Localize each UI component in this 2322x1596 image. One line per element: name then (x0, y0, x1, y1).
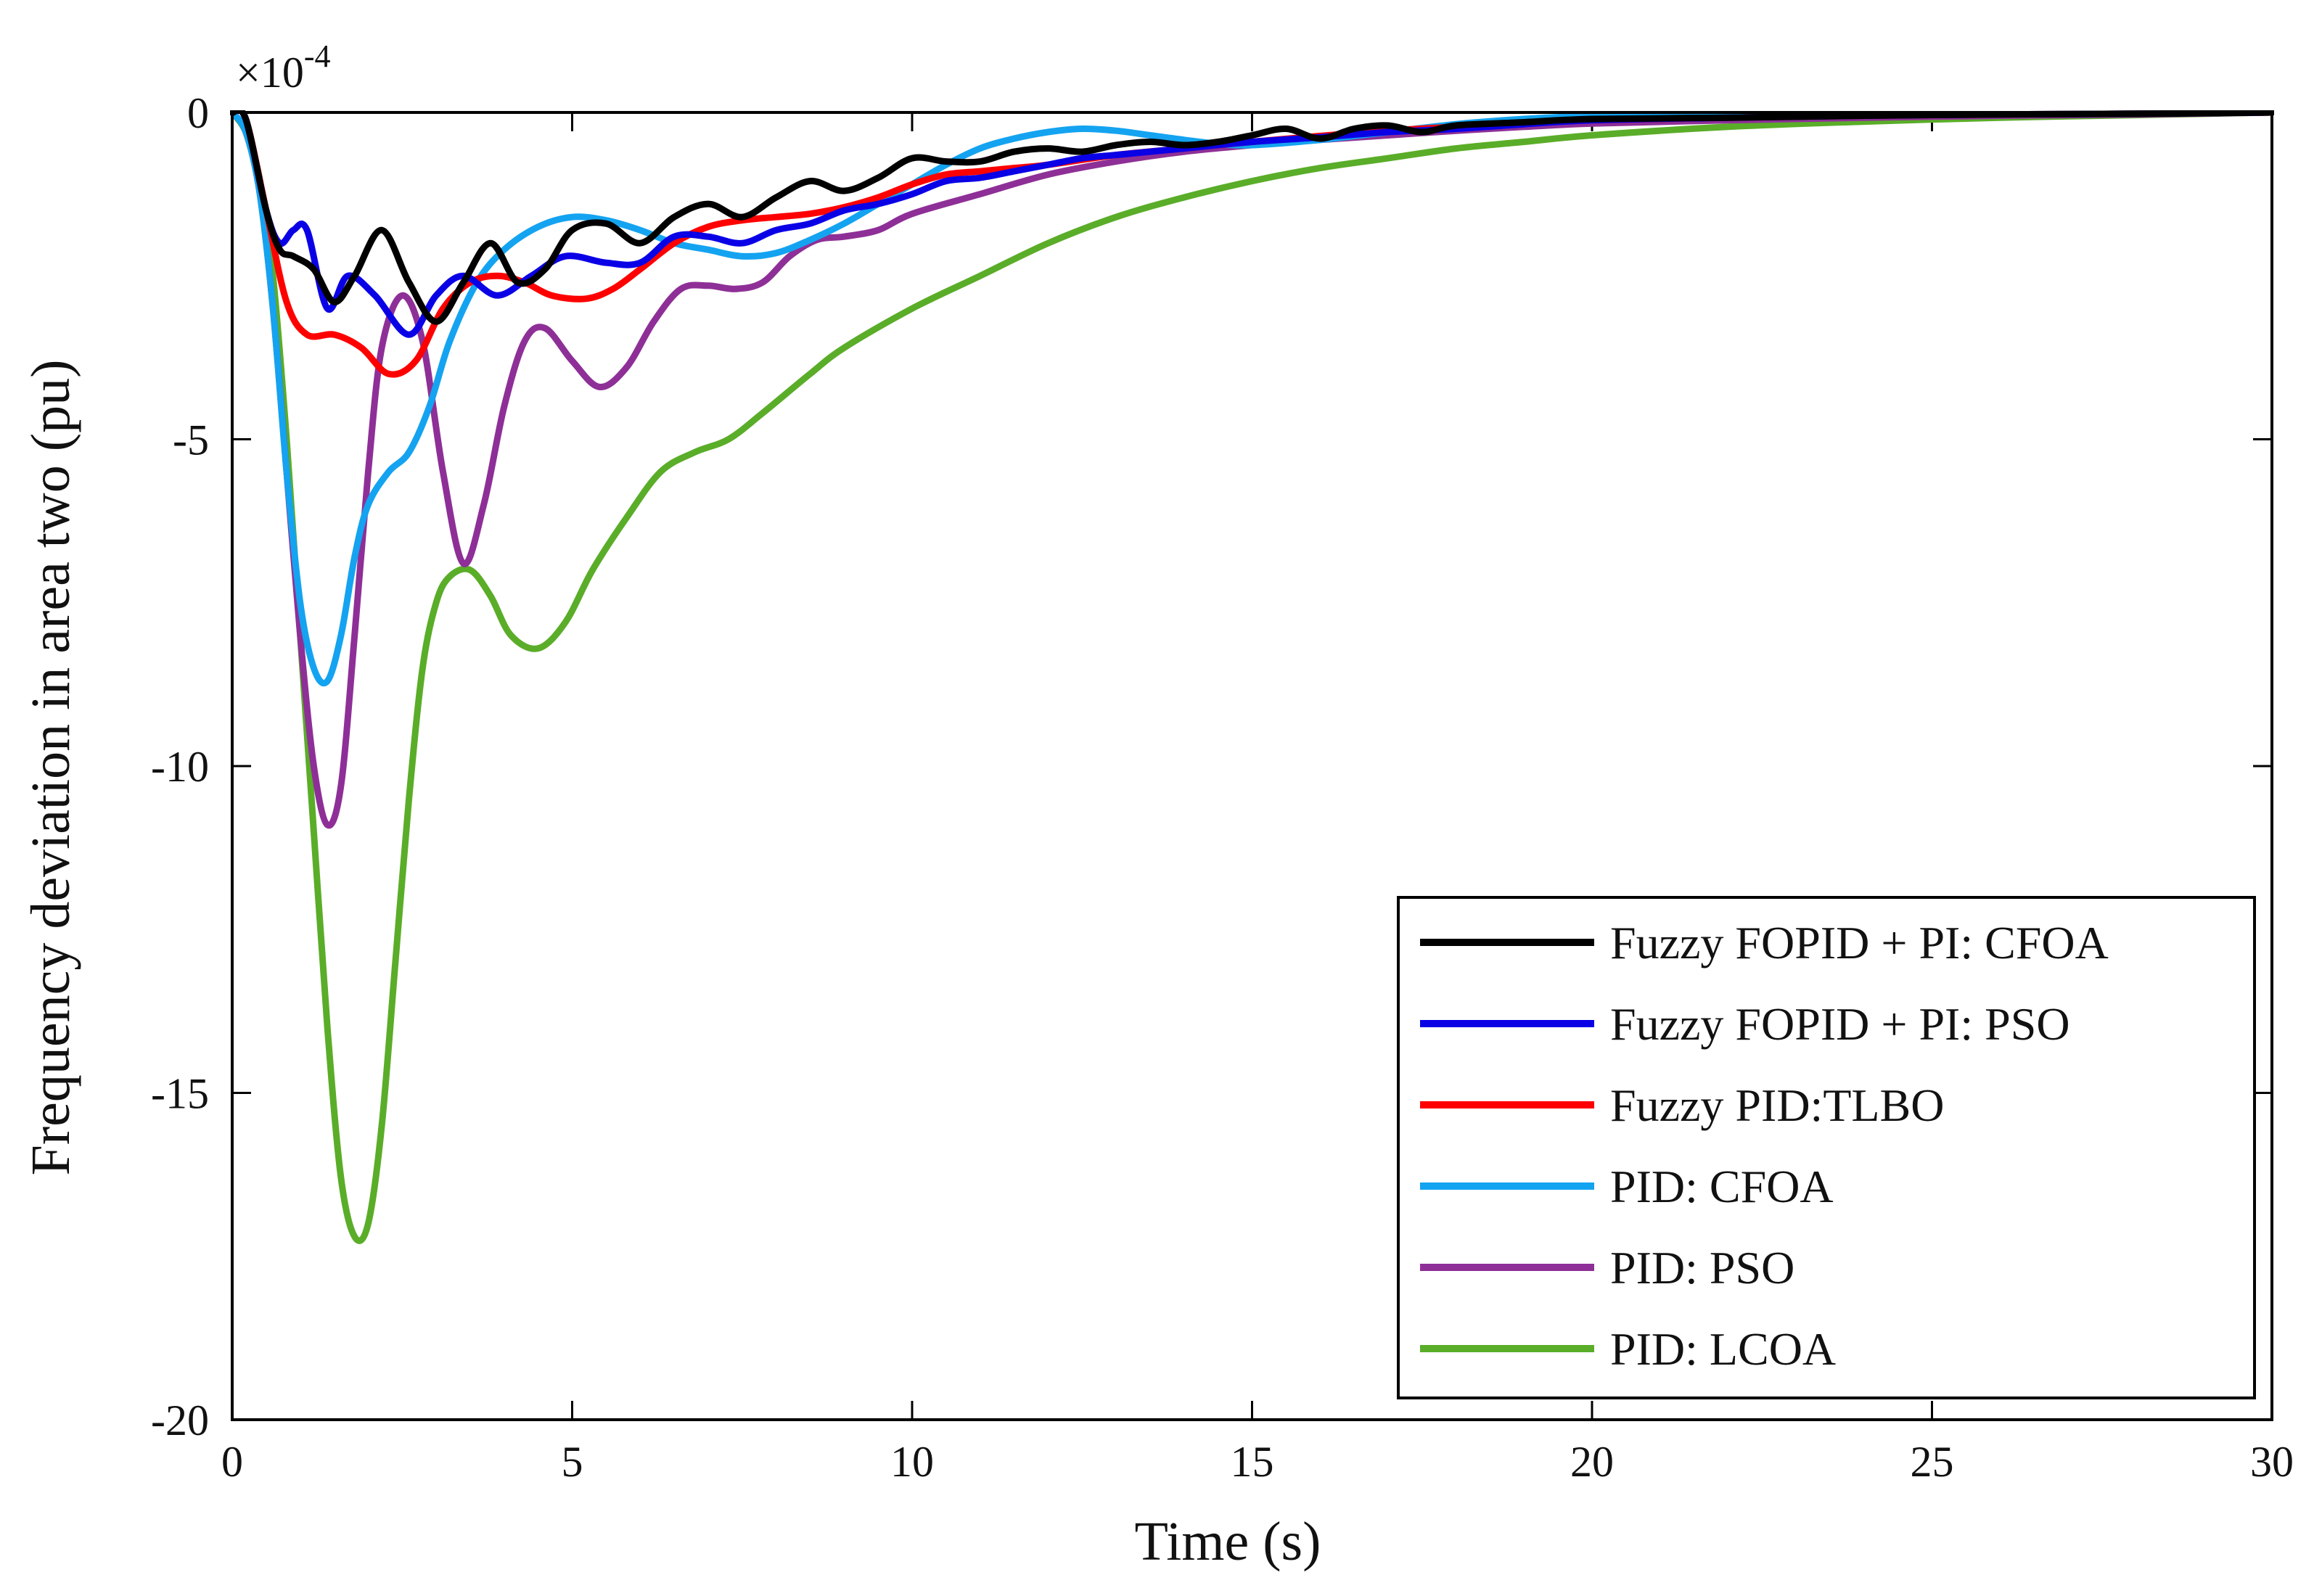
y-exponent-power: -4 (304, 38, 331, 74)
x-axis-label: Time (s) (1135, 1511, 1321, 1572)
y-exponent-base: ×10 (236, 49, 304, 96)
legend-label: PID: PSO (1610, 1242, 1794, 1293)
y-tick-label: -20 (151, 1396, 209, 1444)
legend: Fuzzy FOPID + PI: CFOA Fuzzy FOPID + PI: … (1397, 896, 2256, 1399)
x-tick-label: 20 (1570, 1438, 1614, 1486)
y-tick-label: -15 (151, 1070, 209, 1118)
x-tick-label: 0 (221, 1438, 243, 1486)
y-axis-label: Frequency deviation in area two (pu) (20, 360, 81, 1176)
x-tick-label: 10 (890, 1438, 934, 1486)
y-tick-label: -10 (151, 743, 209, 791)
x-tick-label: 15 (1231, 1438, 1274, 1486)
x-tick-label: 30 (2250, 1438, 2294, 1486)
legend-label: Fuzzy FOPID + PI: CFOA (1610, 917, 2109, 968)
x-tick-label: 25 (1911, 1438, 1954, 1486)
x-tick-label: 5 (562, 1438, 583, 1486)
legend-label: Fuzzy PID:TLBO (1610, 1079, 1944, 1131)
legend-label: PID: CFOA (1610, 1161, 1834, 1212)
y-tick-label: 0 (187, 89, 209, 137)
y-exponent-label: ×10-4 (236, 38, 331, 96)
y-tick-label: -5 (173, 416, 209, 464)
series-line-6 (230, 110, 2274, 1244)
legend-label: PID: LCOA (1610, 1323, 1836, 1375)
series-line-1 (230, 110, 2274, 325)
legend-box (1397, 896, 2256, 1399)
legend-label: Fuzzy FOPID + PI: PSO (1610, 998, 2070, 1050)
plot-frame (231, 111, 2273, 1421)
